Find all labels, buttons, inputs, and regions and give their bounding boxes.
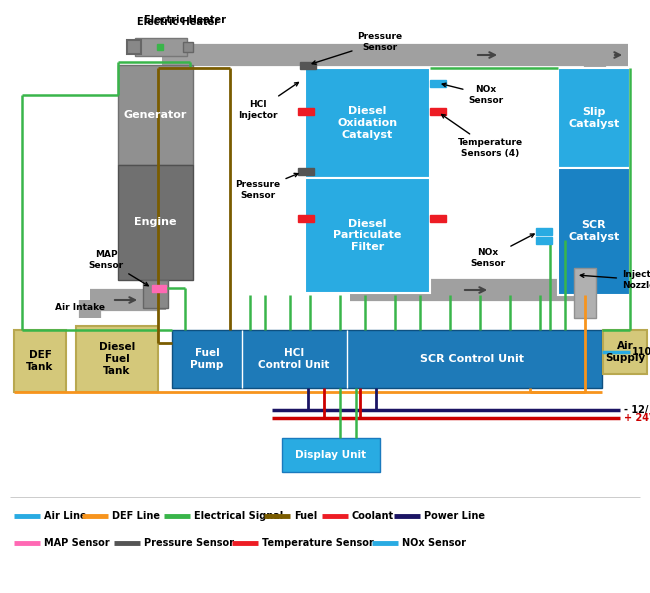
- Bar: [305, 178, 430, 293]
- Bar: [305, 68, 430, 178]
- Bar: [298, 108, 314, 115]
- Bar: [172, 330, 602, 388]
- Text: Generator: Generator: [124, 110, 187, 120]
- Text: DEF
Tank: DEF Tank: [26, 350, 54, 372]
- Text: Engine: Engine: [134, 217, 176, 227]
- Bar: [430, 108, 446, 115]
- Bar: [558, 168, 630, 295]
- Text: Diesel
Oxidation
Catalyst: Diesel Oxidation Catalyst: [337, 106, 398, 139]
- Bar: [118, 165, 193, 280]
- Text: Pressure
Sensor: Pressure Sensor: [312, 32, 402, 64]
- Bar: [298, 168, 314, 175]
- Text: Pressure
Sensor: Pressure Sensor: [235, 173, 298, 200]
- Bar: [135, 38, 187, 56]
- Text: Fuel: Fuel: [294, 511, 317, 521]
- Text: MAP
Sensor: MAP Sensor: [88, 250, 148, 286]
- Text: HCI
Injector: HCI Injector: [239, 82, 298, 120]
- Bar: [558, 68, 630, 168]
- Bar: [574, 268, 596, 318]
- Bar: [152, 285, 166, 292]
- Bar: [157, 44, 163, 50]
- Text: Slip
Catalyst: Slip Catalyst: [568, 107, 619, 129]
- Text: Diesel
Particulate
Filter: Diesel Particulate Filter: [333, 219, 402, 252]
- Text: Temperature Sensor: Temperature Sensor: [262, 538, 374, 548]
- Bar: [298, 215, 314, 222]
- Text: Air Line: Air Line: [44, 511, 86, 521]
- Text: Air Intake: Air Intake: [55, 304, 105, 313]
- Bar: [282, 438, 380, 472]
- Text: SCR Control Unit: SCR Control Unit: [420, 354, 524, 364]
- Text: Air
Supply: Air Supply: [605, 341, 645, 363]
- Text: Injection
Nozzle: Injection Nozzle: [580, 270, 650, 290]
- Bar: [536, 228, 552, 235]
- Text: NOx Sensor: NOx Sensor: [402, 538, 466, 548]
- Bar: [430, 80, 446, 87]
- Bar: [76, 326, 158, 392]
- Bar: [183, 42, 193, 52]
- Text: NOx
Sensor: NOx Sensor: [442, 83, 504, 105]
- Text: Electrical Signal: Electrical Signal: [194, 511, 283, 521]
- Bar: [603, 330, 647, 374]
- Text: + 24V: + 24V: [624, 413, 650, 423]
- Text: Coolant: Coolant: [352, 511, 394, 521]
- Bar: [536, 237, 552, 244]
- Text: Pressure Sensor: Pressure Sensor: [144, 538, 234, 548]
- Text: - 12/: - 12/: [624, 405, 649, 415]
- Bar: [430, 215, 446, 222]
- Bar: [127, 40, 141, 54]
- Text: HCI
Control Unit: HCI Control Unit: [258, 348, 330, 370]
- Text: Display Unit: Display Unit: [296, 450, 367, 460]
- Text: Fuel
Pump: Fuel Pump: [190, 348, 224, 370]
- Text: Power Line: Power Line: [424, 511, 485, 521]
- Bar: [14, 330, 66, 392]
- Text: Electric Heater: Electric Heater: [137, 17, 219, 27]
- Text: Temperature
Sensors (4): Temperature Sensors (4): [441, 114, 523, 158]
- Text: MAP Sensor: MAP Sensor: [44, 538, 110, 548]
- Text: Electric Heater: Electric Heater: [144, 15, 226, 25]
- Bar: [143, 280, 168, 308]
- Text: DEF Line: DEF Line: [112, 511, 160, 521]
- Bar: [300, 62, 316, 69]
- Text: NOx
Sensor: NOx Sensor: [471, 234, 534, 267]
- Text: Diesel
Fuel
Tank: Diesel Fuel Tank: [99, 342, 135, 375]
- Bar: [118, 65, 193, 165]
- Text: 110V: 110V: [632, 347, 650, 357]
- Text: SCR
Catalyst: SCR Catalyst: [568, 220, 619, 242]
